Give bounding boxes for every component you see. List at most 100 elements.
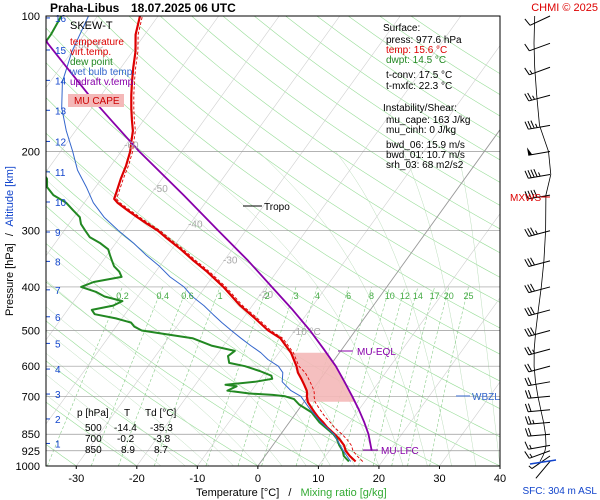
wind-barb-flag — [527, 258, 533, 266]
wind-barb — [524, 120, 551, 130]
wind-barb-staff — [528, 433, 551, 437]
wind-barb-flag — [527, 403, 532, 412]
wind-barb — [535, 461, 551, 479]
mixing-ratio-label: 25 — [463, 291, 473, 301]
wind-barb-flag — [524, 285, 530, 293]
dry-adiabat — [222, 16, 500, 206]
wind-barb — [524, 327, 551, 337]
wind-barb-flag — [524, 18, 531, 26]
wind-barb-flag — [530, 257, 535, 266]
surface-heading: Surface: — [383, 23, 420, 34]
isotherm-label: -30 — [223, 255, 238, 266]
dry-adiabat — [159, 16, 500, 254]
wind-barb-flag — [527, 363, 533, 372]
wind-barb-half — [529, 70, 533, 75]
moist-adiabat — [46, 394, 137, 466]
station-name: Praha-Libus — [50, 1, 120, 15]
mixing-ratio-label: 20 — [444, 291, 454, 301]
wind-barb — [524, 92, 551, 102]
wind-barb-flag — [533, 169, 538, 177]
mixing-ratio-label: 0.2 — [116, 291, 129, 301]
wind-barb — [524, 42, 551, 52]
altitude-tick-label: 15 — [55, 46, 67, 57]
isotherm-label: -80 °C — [75, 41, 103, 52]
table-header-p: p [hPa] — [77, 408, 109, 419]
wind-profile-trace — [533, 15, 552, 462]
altitude-tick-label: 5 — [55, 339, 61, 350]
wind-barb-flag — [533, 189, 538, 198]
mixing-ratio-label: 1 — [218, 291, 223, 301]
bwd01-value: bwd_01: 10.7 m/s — [386, 150, 465, 161]
surface-dwpt: dwpt: 14.5 °C — [386, 55, 446, 66]
wind-barb-flag — [527, 346, 533, 355]
wind-barb — [524, 377, 551, 387]
level-table: p [hPa] T Td [°C] 500 -14.4 -35.3 700 -0… — [77, 408, 176, 456]
y-axis-title-pressure: Pressure [hPa] — [4, 243, 16, 316]
wind-barb-flag — [527, 92, 533, 101]
dry-adiabat — [65, 16, 500, 329]
virtual-temp-line — [116, 16, 364, 462]
wind-barb-flag — [524, 364, 530, 373]
wind-barb-flag — [530, 120, 535, 129]
isotherm — [378, 297, 500, 466]
wind-barb-flag — [527, 228, 533, 236]
mixing-ratio-line — [153, 286, 221, 466]
pressure-tick-label: 300 — [22, 226, 40, 238]
wind-barb-flag — [527, 416, 532, 425]
isotherm-label: -10 °C — [292, 327, 320, 338]
surface-tmxfc: t-mxfc: 22.3 °C — [386, 81, 452, 92]
pressure-tick-label: 600 — [22, 361, 40, 373]
wind-barb — [524, 363, 551, 373]
wind-barb-flag — [524, 43, 530, 52]
wind-barb-flag — [527, 284, 533, 293]
mxws-label: MXWS — [510, 193, 541, 204]
wind-barb-half — [535, 230, 538, 235]
wind-barb-staff — [528, 395, 551, 399]
wind-barb — [524, 389, 551, 399]
x-axis-title-separator: / — [288, 487, 292, 499]
dry-adiabat — [46, 62, 500, 382]
mixing-ratio-label: 8 — [369, 291, 374, 301]
wind-barb-flag — [527, 328, 533, 336]
altitude-tick-label: 10 — [55, 198, 67, 209]
isotherm — [46, 16, 159, 173]
chart-name: SKEW-T — [70, 20, 113, 32]
pressure-tick-label: 200 — [22, 147, 40, 159]
mixing-ratio-label: 4 — [315, 291, 320, 301]
altitude-tick-label: 11 — [55, 168, 66, 179]
wind-barb-staff — [528, 230, 551, 237]
y-axis-title-separator: / — [4, 232, 16, 236]
wind-barb-flag — [527, 190, 532, 199]
dry-adiabat — [46, 97, 500, 410]
y-axis-title-altitude: Altitude [km] — [4, 166, 16, 227]
dry-adiabat — [128, 16, 500, 278]
isotherm — [136, 16, 462, 466]
wind-barb-flag — [530, 283, 535, 292]
table-cell: 500 — [85, 423, 102, 434]
altitude-tick-label: 16 — [55, 14, 67, 25]
wind-barb — [524, 66, 551, 76]
altitude-tick-label: 4 — [55, 365, 61, 376]
wind-barb-staff — [528, 409, 551, 413]
isotherm-label: -50 — [153, 184, 168, 195]
legend-wet-bulb: wet bulb temp. — [69, 67, 135, 78]
x-tick-label: 0 — [255, 473, 261, 485]
wind-barb-staff — [528, 348, 551, 356]
mixing-ratio-label: 2 — [265, 291, 270, 301]
mu-cape-value: mu_cape: 163 J/kg — [386, 115, 471, 126]
altitude-tick-label: 2 — [55, 415, 61, 426]
dry-adiabat — [97, 16, 500, 303]
wind-barb-flag — [524, 170, 529, 179]
sounding-datetime: 18.07.2025 06 UTC — [131, 1, 236, 15]
surface-wind-marker — [529, 459, 557, 465]
isotherm-label: -40 — [188, 220, 203, 231]
series-line-wet-bulb-temp- — [61, 16, 352, 462]
wind-barb — [524, 189, 551, 200]
credit-text: CHMI © 2025 — [531, 2, 598, 14]
wind-barb-flag — [530, 190, 535, 199]
wind-barb-staff — [528, 286, 551, 294]
table-cell: 700 — [85, 434, 102, 445]
wind-barb-staff — [529, 66, 551, 76]
wind-barb — [524, 441, 551, 450]
